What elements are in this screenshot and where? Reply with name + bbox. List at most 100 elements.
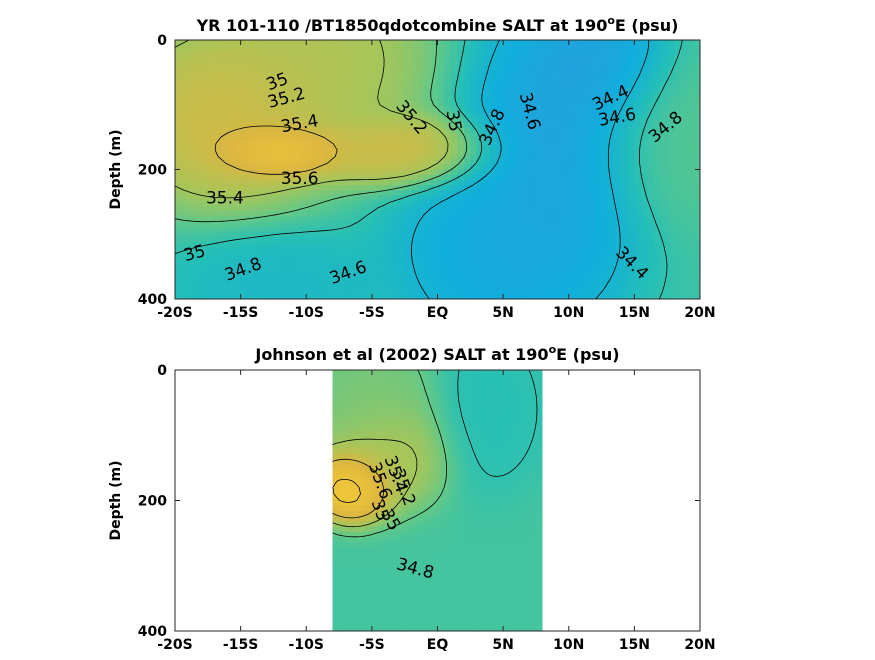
field-cell: [214, 97, 221, 103]
field-cell: [602, 170, 609, 176]
field-cell: [628, 66, 635, 72]
field-cell: [201, 170, 208, 176]
field-cell: [378, 289, 385, 295]
field-cell: [575, 144, 582, 150]
field-cell: [470, 226, 477, 232]
field-cell: [510, 258, 517, 264]
field-cell: [438, 154, 445, 160]
field-cell: [516, 61, 523, 67]
field-cell: [418, 252, 425, 258]
field-cell: [188, 232, 195, 238]
field-cell: [556, 87, 563, 93]
field-cell: [438, 133, 445, 139]
field-cell: [208, 45, 215, 51]
field-cell: [378, 159, 385, 165]
field-cell: [273, 247, 280, 253]
field-cell: [214, 50, 221, 56]
field-cell: [536, 237, 543, 243]
field-cell: [228, 133, 235, 139]
field-cell: [352, 232, 359, 238]
field-cell: [556, 102, 563, 108]
field-cell: [313, 242, 320, 248]
field-cell: [241, 237, 248, 243]
field-cell: [346, 138, 353, 144]
field-cell: [339, 289, 346, 295]
field-cell: [575, 258, 582, 264]
field-cell: [477, 226, 484, 232]
field-cell: [398, 56, 405, 62]
field-cell: [634, 61, 641, 67]
field-cell: [562, 268, 569, 274]
field-cell: [674, 71, 681, 77]
field-cell: [654, 76, 661, 82]
field-cell: [536, 273, 543, 279]
field-cell: [615, 164, 622, 170]
field-cell: [385, 258, 392, 264]
field-cell: [228, 226, 235, 232]
field-cell: [667, 289, 674, 295]
field-cell: [346, 128, 353, 134]
field-cell: [549, 216, 556, 222]
field-cell: [214, 107, 221, 113]
field-cell: [483, 97, 490, 103]
field-cell: [575, 216, 582, 222]
field-cell: [687, 123, 694, 129]
field-cell: [267, 273, 274, 279]
field-cell: [687, 263, 694, 269]
field-cell: [464, 195, 471, 201]
field-cell: [667, 226, 674, 232]
field-cell: [306, 81, 313, 87]
field-cell: [667, 258, 674, 264]
field-cell: [569, 133, 576, 139]
field-cell: [588, 211, 595, 217]
field-cell: [313, 216, 320, 222]
field-cell: [405, 232, 412, 238]
field-cell: [510, 45, 517, 51]
field-cell: [602, 144, 609, 150]
field-cell: [680, 278, 687, 284]
field-cell: [359, 289, 366, 295]
field-cell: [516, 289, 523, 295]
field-cell: [346, 97, 353, 103]
field-cell: [680, 195, 687, 201]
field-cell: [241, 45, 248, 51]
field-cell: [352, 61, 359, 67]
field-cell: [477, 170, 484, 176]
field-cell: [431, 113, 438, 119]
field-cell: [175, 180, 182, 186]
field-cell: [569, 258, 576, 264]
field-cell: [536, 133, 543, 139]
field-cell: [510, 149, 517, 155]
field-cell: [497, 190, 504, 196]
field-cell: [267, 278, 274, 284]
field-cell: [201, 123, 208, 129]
field-cell: [569, 50, 576, 56]
field-cell: [549, 201, 556, 207]
field-cell: [228, 56, 235, 62]
field-cell: [431, 92, 438, 98]
field-cell: [641, 226, 648, 232]
field-cell: [221, 76, 228, 82]
field-cell: [378, 278, 385, 284]
field-cell: [267, 45, 274, 51]
field-cell: [280, 138, 287, 144]
field-cell: [680, 242, 687, 248]
field-cell: [661, 102, 668, 108]
field-cell: [319, 138, 326, 144]
field-cell: [477, 92, 484, 98]
field-cell: [352, 113, 359, 119]
field-cell: [431, 289, 438, 295]
field-cell: [182, 289, 189, 295]
field-cell: [595, 149, 602, 155]
field-cell: [628, 138, 635, 144]
field-cell: [306, 237, 313, 243]
field-cell: [510, 232, 517, 238]
field-cell: [208, 216, 215, 222]
field-cell: [588, 40, 595, 46]
field-cell: [208, 175, 215, 181]
field-cell: [523, 144, 530, 150]
field-cell: [667, 283, 674, 289]
field-cell: [661, 232, 668, 238]
field-cell: [529, 185, 536, 191]
field-cell: [392, 76, 399, 82]
